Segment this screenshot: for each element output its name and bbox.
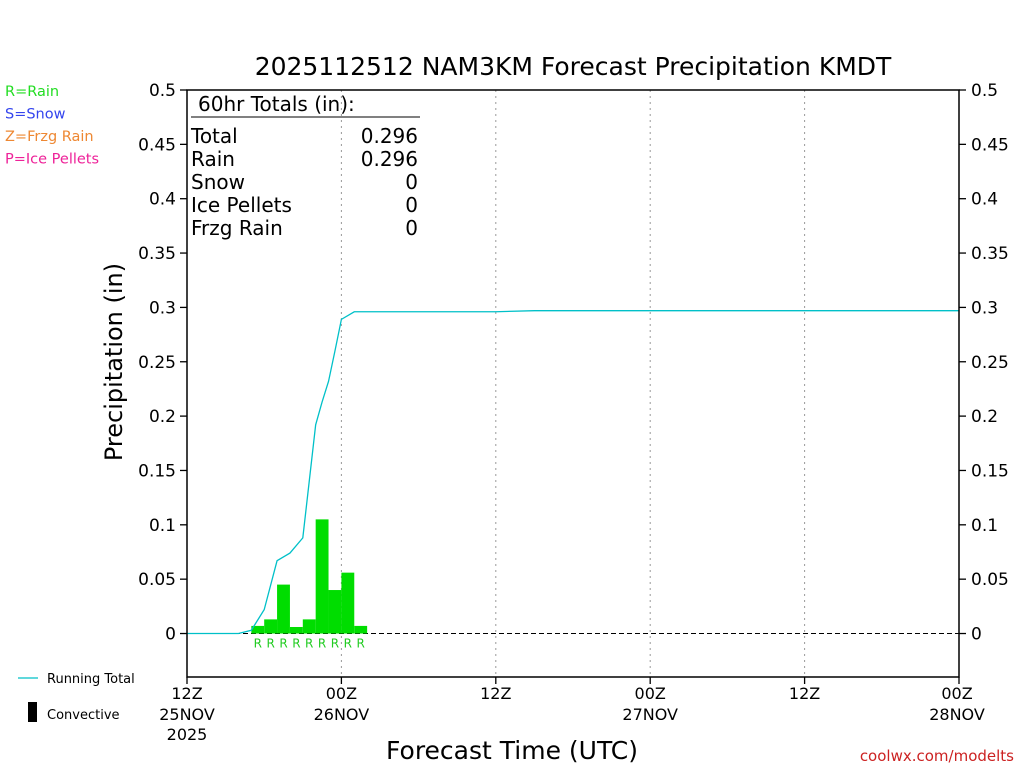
ptype-label-4: R	[305, 637, 313, 651]
rain-bar-8	[354, 625, 368, 634]
rain-bar-6	[328, 590, 342, 634]
rain-bar-7	[341, 572, 355, 634]
totals-label-0: Total	[190, 124, 238, 148]
ptype-label-6: R	[331, 637, 339, 651]
ptype-legend-2: Z=Frzg Rain	[5, 129, 94, 145]
ptype-legend-1: S=Snow	[5, 107, 66, 123]
x-tick-date-5: 28NOV	[929, 705, 985, 724]
legend-swatch-1	[28, 702, 37, 722]
legend-label-0: Running Total	[47, 672, 135, 687]
grid-lines	[187, 90, 959, 677]
rain-bar-0	[251, 625, 265, 634]
y-tick-label-right-7: 0.35	[971, 244, 1009, 264]
ptype-label-3: R	[292, 637, 300, 651]
y-tick-label-right-2: 0.1	[971, 516, 998, 536]
totals-value-0: 0.296	[361, 124, 418, 148]
y-tick-label-left-8: 0.4	[149, 190, 176, 210]
x-axis-label: Forecast Time (UTC)	[386, 736, 638, 765]
y-tick-label-left-7: 0.35	[138, 244, 176, 264]
x-tick-label-1: 00Z	[326, 684, 357, 703]
y-tick-label-left-3: 0.15	[138, 461, 176, 481]
credit-text: coolwx.com/modelts	[860, 747, 1014, 765]
y-tick-label-left-2: 0.1	[149, 516, 176, 536]
totals-label-1: Rain	[191, 147, 235, 171]
y-tick-label-right-6: 0.3	[971, 298, 998, 318]
x-tick-label-2: 12Z	[480, 684, 511, 703]
x-tick-date-0: 25NOV	[159, 705, 215, 724]
x-tick-date-3: 27NOV	[622, 705, 678, 724]
running-total-series	[187, 310, 959, 635]
y-tick-label-left-4: 0.2	[149, 407, 176, 427]
y-tick-label-right-1: 0.05	[971, 570, 1009, 590]
ptype-label-0: R	[254, 637, 262, 651]
chart-title: 2025112512 NAM3KM Forecast Precipitation…	[255, 52, 892, 81]
y-axis-ticks: 0 00.05 0.050.1 0.10.15 0.150.2 0.20.25 0.250.…	[138, 81, 1009, 645]
totals-label-2: Snow	[191, 170, 245, 194]
y-tick-label-right-4: 0.2	[971, 407, 998, 427]
y-tick-label-left-1: 0.05	[138, 570, 176, 590]
y-tick-label-right-9: 0.45	[971, 135, 1009, 155]
rain-bar-1	[264, 619, 278, 634]
y-tick-label-right-5: 0.25	[971, 353, 1009, 373]
rain-bar-4	[302, 619, 316, 634]
y-tick-label-right-8: 0.4	[971, 190, 998, 210]
y-tick-label-left-0: 0	[165, 625, 176, 645]
ptype-label-7: R	[344, 637, 352, 651]
x-tick-label-5: 00Z	[941, 684, 972, 703]
totals-label-3: Ice Pellets	[191, 193, 292, 217]
rain-bars	[251, 519, 368, 634]
x-tick-label-3: 00Z	[635, 684, 666, 703]
ptype-label-1: R	[266, 637, 274, 651]
y-tick-label-right-3: 0.15	[971, 461, 1009, 481]
rain-bar-2	[277, 584, 290, 634]
ptype-legend-0: R=Rain	[5, 84, 59, 100]
totals-header: 60hr Totals (in):	[198, 92, 355, 116]
y-tick-label-left-10: 0.5	[149, 81, 176, 101]
totals-value-2: 0	[405, 170, 418, 194]
plot-frame	[186, 89, 960, 678]
totals-value-3: 0	[405, 193, 418, 217]
y-tick-label-left-6: 0.3	[149, 298, 176, 318]
ptype-label-5: R	[318, 637, 326, 651]
rain-bar-3	[289, 626, 303, 634]
ptype-label-8: R	[357, 637, 365, 651]
y-tick-label-left-5: 0.25	[138, 353, 176, 373]
running-total-line	[187, 310, 959, 635]
y-axis-label: Precipitation (in)	[100, 263, 128, 461]
totals-value-4: 0	[405, 216, 418, 240]
y-tick-label-left-9: 0.45	[138, 135, 176, 155]
x-tick-label-0: 12Z	[171, 684, 202, 703]
x-tick-year-0: 2025	[167, 725, 208, 744]
x-tick-label-4: 12Z	[789, 684, 820, 703]
rain-bar-5	[315, 519, 329, 634]
line-legend: Running Total Convective	[18, 672, 135, 723]
ptype-legend-3: P=Ice Pellets	[5, 152, 99, 168]
y-tick-label-right-10: 0.5	[971, 81, 998, 101]
y-tick-label-right-0: 0	[971, 625, 982, 645]
totals-label-4: Frzg Rain	[191, 216, 283, 240]
ptype-label-2: R	[279, 637, 287, 651]
ptype-legend: R=Rain S=Snow Z=Frzg Rain P=Ice Pellets	[5, 84, 99, 168]
x-tick-date-1: 26NOV	[314, 705, 370, 724]
totals-box: 60hr Totals (in): Total 0.296 Rain 0.296 Snow…	[190, 92, 420, 240]
legend-label-1: Convective	[47, 708, 120, 723]
totals-value-1: 0.296	[361, 147, 418, 171]
